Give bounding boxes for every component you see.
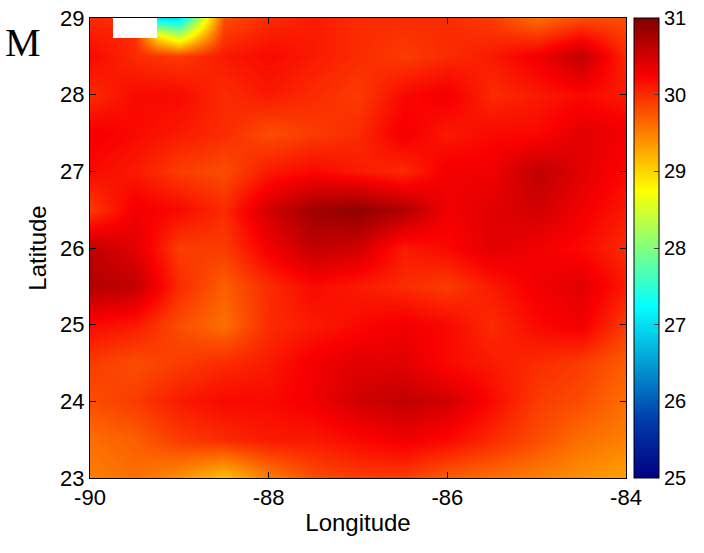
svg-text:25: 25	[60, 312, 84, 337]
svg-text:-90: -90	[74, 485, 106, 510]
svg-text:-86: -86	[431, 485, 463, 510]
svg-text:31: 31	[664, 7, 686, 29]
svg-text:M: M	[5, 20, 41, 65]
svg-text:Longitude: Longitude	[305, 509, 410, 536]
svg-text:27: 27	[60, 159, 84, 184]
svg-text:30: 30	[664, 84, 686, 106]
svg-text:-88: -88	[253, 485, 285, 510]
svg-text:27: 27	[664, 314, 686, 336]
svg-text:26: 26	[664, 390, 686, 412]
svg-text:24: 24	[60, 389, 84, 414]
svg-text:25: 25	[664, 467, 686, 489]
svg-text:-84: -84	[610, 485, 642, 510]
svg-text:26: 26	[60, 236, 84, 261]
svg-text:29: 29	[664, 160, 686, 182]
svg-text:29: 29	[60, 6, 84, 31]
svg-text:23: 23	[60, 466, 84, 491]
svg-text:28: 28	[60, 82, 84, 107]
svg-text:28: 28	[664, 237, 686, 259]
svg-text:Latitude: Latitude	[24, 205, 51, 290]
